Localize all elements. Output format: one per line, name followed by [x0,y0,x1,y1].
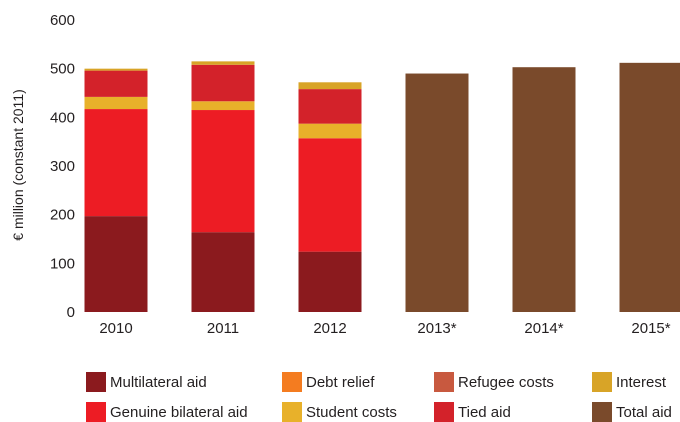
bar-segment [85,71,148,97]
x-tick-label: 2010 [99,320,132,337]
y-tick-label: 600 [50,12,75,29]
bars [85,61,680,312]
bar-segment [192,61,255,64]
legend-label: Multilateral aid [110,374,207,391]
bar-segment [299,252,362,312]
legend-swatch [86,372,106,392]
legend-item: Debt relief [282,372,374,392]
bar-segment [299,138,362,251]
bar-segment [299,124,362,139]
bar-segment [85,216,148,312]
legend-label: Tied aid [458,404,511,421]
y-tick-label: 100 [50,255,75,272]
legend-label: Interest [616,374,666,391]
x-tick-label: 2014* [524,320,563,337]
x-tick-label: 2012 [313,320,346,337]
legend-label: Student costs [306,404,397,421]
legend-swatch [282,372,302,392]
y-tick-label: 300 [50,158,75,175]
legend-item: Student costs [282,402,397,422]
legend-label: Refugee costs [458,374,554,391]
bar-segment [192,101,255,110]
bar-segment [85,97,148,109]
bar-segment [192,232,255,312]
x-tick-label: 2013* [417,320,456,337]
y-tick-label: 500 [50,61,75,78]
legend-label: Debt relief [306,374,374,391]
bar-segment [85,69,148,71]
bar-segment [192,110,255,232]
y-tick-label: 200 [50,207,75,224]
y-axis-label: € million (constant 2011) [10,89,26,240]
legend-swatch [592,402,612,422]
legend-swatch [434,402,454,422]
bar-segment [620,63,680,312]
bar-segment [192,65,255,102]
bar-segment [513,67,576,312]
legend-swatch [282,402,302,422]
x-tick-label: 2015* [631,320,670,337]
legend-swatch [592,372,612,392]
bar-segment [85,109,148,216]
x-axis: 2010 2011 2012 2013* 2014* 2015* [99,320,670,337]
legend-swatch [86,402,106,422]
legend-item: Genuine bilateral aid [86,402,248,422]
legend-item: Total aid [592,402,672,422]
y-tick-label: 400 [50,109,75,126]
y-axis: 0 100 200 300 400 500 600 [50,12,75,321]
bar-segment [299,89,362,124]
legend-item: Multilateral aid [86,372,207,392]
legend-swatch [434,372,454,392]
legend-label: Genuine bilateral aid [110,404,248,421]
legend-item: Refugee costs [434,372,554,392]
legend-item: Interest [592,372,666,392]
bar-segment [299,82,362,89]
legend-item: Tied aid [434,402,511,422]
x-tick-label: 2011 [207,320,239,337]
y-tick-label: 0 [67,304,75,321]
legend-label: Total aid [616,404,672,421]
bar-segment [406,74,469,312]
